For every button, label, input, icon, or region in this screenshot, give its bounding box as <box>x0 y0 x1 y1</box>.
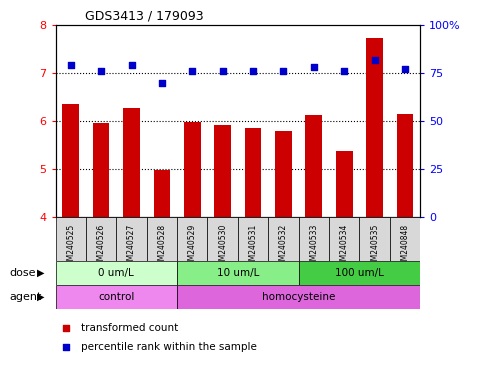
Point <box>158 79 166 86</box>
Text: GSM240528: GSM240528 <box>157 223 167 270</box>
Point <box>401 66 409 72</box>
Text: GSM240525: GSM240525 <box>66 223 75 270</box>
Bar <box>214 125 231 217</box>
Text: GSM240529: GSM240529 <box>188 223 197 270</box>
Text: dose: dose <box>10 268 36 278</box>
Bar <box>147 217 177 261</box>
Point <box>67 62 74 68</box>
Point <box>310 64 318 70</box>
Bar <box>336 151 353 217</box>
Bar <box>275 131 292 217</box>
Text: agent: agent <box>10 292 42 302</box>
Bar <box>177 285 420 309</box>
Bar <box>93 123 110 217</box>
Text: GDS3413 / 179093: GDS3413 / 179093 <box>85 9 203 22</box>
Bar <box>177 261 298 285</box>
Point <box>280 68 287 74</box>
Bar <box>238 217 268 261</box>
Text: GSM240530: GSM240530 <box>218 223 227 270</box>
Point <box>219 68 227 74</box>
Bar <box>245 128 261 217</box>
Point <box>97 68 105 74</box>
Bar <box>208 217 238 261</box>
Bar <box>56 217 86 261</box>
Point <box>188 68 196 74</box>
Point <box>128 62 135 68</box>
Point <box>249 68 257 74</box>
Bar <box>305 115 322 217</box>
Bar <box>298 261 420 285</box>
Bar <box>329 217 359 261</box>
Text: ▶: ▶ <box>37 268 45 278</box>
Bar <box>184 122 200 217</box>
Text: control: control <box>98 292 134 302</box>
Bar <box>86 217 116 261</box>
Point <box>333 227 341 233</box>
Point <box>333 58 341 64</box>
Text: 10 um/L: 10 um/L <box>217 268 259 278</box>
Bar <box>154 170 170 217</box>
Text: percentile rank within the sample: percentile rank within the sample <box>81 342 257 352</box>
Text: GSM240534: GSM240534 <box>340 223 349 270</box>
Text: homocysteine: homocysteine <box>262 292 335 302</box>
Text: GSM240848: GSM240848 <box>400 223 410 270</box>
Bar <box>56 261 177 285</box>
Text: 0 um/L: 0 um/L <box>99 268 134 278</box>
Text: GSM240527: GSM240527 <box>127 223 136 270</box>
Bar <box>62 104 79 217</box>
Text: ▶: ▶ <box>37 292 45 302</box>
Bar <box>390 217 420 261</box>
Text: transformed count: transformed count <box>81 323 178 333</box>
Bar <box>123 108 140 217</box>
Text: GSM240535: GSM240535 <box>370 223 379 270</box>
Text: GSM240531: GSM240531 <box>249 223 257 270</box>
Bar <box>366 38 383 217</box>
Text: GSM240526: GSM240526 <box>97 223 106 270</box>
Bar <box>359 217 390 261</box>
Bar <box>298 217 329 261</box>
Bar <box>268 217 298 261</box>
Text: GSM240532: GSM240532 <box>279 223 288 270</box>
Bar <box>116 217 147 261</box>
Text: 100 um/L: 100 um/L <box>335 268 384 278</box>
Point <box>341 68 348 74</box>
Bar <box>177 217 208 261</box>
Text: GSM240533: GSM240533 <box>309 223 318 270</box>
Point <box>371 56 379 63</box>
Bar <box>56 285 177 309</box>
Bar <box>397 114 413 217</box>
